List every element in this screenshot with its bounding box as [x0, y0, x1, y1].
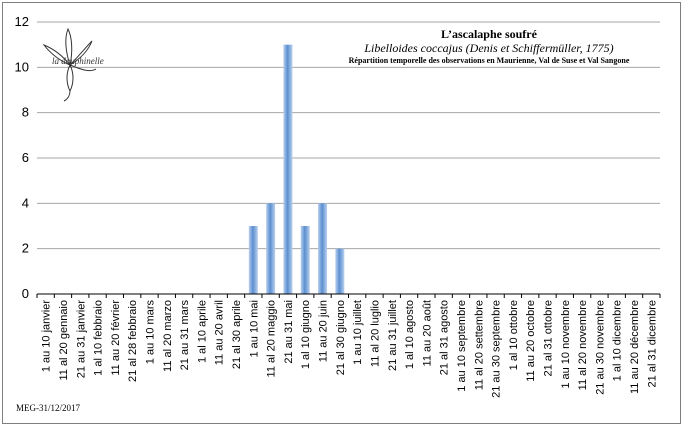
x-tick-label: 21 al 30 giugno [335, 300, 347, 375]
x-tick-label: 21 al 31 ottobre [543, 300, 555, 376]
x-tick-label: 11 al 20 marzo [162, 300, 174, 372]
x-tick-label: 1 al 10 aprile [196, 300, 208, 363]
y-tick-label: 4 [22, 195, 29, 210]
x-tick-label: 1 au 10 septembre [456, 300, 468, 392]
x-tick-label: 11 al 20 novembre [577, 300, 589, 390]
chart-frame [2, 2, 681, 424]
y-tick-label: 8 [22, 105, 29, 120]
x-tick-label: 1 al 10 ottobre [508, 300, 520, 370]
x-tick-labels: 1 au 10 janvier 11 al 20 gennaio 21 au 31 … [41, 300, 659, 398]
x-tick-label: 11 au 20 décembre [629, 300, 641, 394]
x-tick-label: 21 al 31 dicembre [646, 300, 658, 387]
chart-subtitle: Libelloides coccajus (Denis et Schifferm… [364, 41, 614, 55]
footer-credit: MEG-31/12/2017 [16, 403, 80, 413]
x-tick-label: 1 au 10 novembre [560, 300, 572, 389]
x-tick-label: 1 al 10 dicembre [612, 300, 624, 381]
x-tick-label: 11 al 20 settembre [473, 300, 485, 390]
x-tick-label: 21 al 28 febbraio [127, 300, 139, 382]
x-tick-label: 21 al 31 agosto [439, 300, 451, 375]
y-tick-label: 10 [15, 59, 29, 74]
bars [248, 44, 345, 294]
x-tick-label: 1 au 10 mai [248, 300, 260, 357]
flower-icon [42, 27, 97, 102]
x-tick-label: 11 au 20 février [110, 300, 122, 376]
x-tick-label: 21 au 31 mai [283, 300, 295, 364]
x-tick-label: 11 al 20 gennaio [58, 300, 70, 381]
logo-text: la dauphinelle [52, 56, 104, 66]
x-tick-label: 11 au 20 avril [214, 300, 226, 365]
bar [266, 203, 276, 294]
y-tick-label: 0 [22, 286, 29, 301]
x-tick-label: 1 au 10 juillet [352, 300, 364, 365]
x-tick-label: 21 au 30 novembre [594, 300, 606, 395]
x-tick-label: 11 al 20 maggio [266, 300, 278, 377]
x-tick-label: 1 au 10 janvier [41, 300, 53, 372]
x-tick-label: 11 au 20 octobre [525, 300, 537, 382]
x-tick-label: 21 al 30 aprile [231, 300, 243, 369]
x-tick-label: 1 al 10 giugno [300, 300, 312, 369]
grid [37, 21, 660, 250]
x-tick-label: 11 au 20 août [421, 300, 433, 366]
x-tick-label: 1 al 10 agosto [404, 300, 416, 369]
bar [300, 226, 310, 294]
bar [318, 203, 328, 294]
y-tick-labels: 0 2 4 6 8 10 12 [15, 14, 29, 301]
bar [283, 44, 293, 294]
y-tick-label: 2 [22, 241, 29, 256]
y-tick-label: 6 [22, 150, 29, 165]
x-tick-label: 11 al 20 luglio [369, 300, 381, 367]
x-tick-label: 1 al 10 febbraio [93, 300, 105, 376]
y-tick-label: 12 [15, 14, 29, 29]
x-tick-label: 21 au 31 juillet [387, 300, 399, 371]
chart-note: Répartition temporelle des observations … [348, 56, 630, 65]
x-tick-label: 11 au 20 juin [318, 300, 330, 362]
bar [248, 226, 258, 294]
x-tick-label: 21 au 30 septembre [491, 300, 503, 398]
x-tick-label: 21 au 31 mars [179, 300, 191, 371]
chart-title: L’ascalaphe soufré [441, 27, 537, 41]
x-tick-label: 1 au 10 mars [144, 300, 156, 365]
x-tick-label: 21 au 31 janvier [75, 300, 87, 379]
axes [36, 293, 661, 298]
bar [335, 248, 345, 294]
